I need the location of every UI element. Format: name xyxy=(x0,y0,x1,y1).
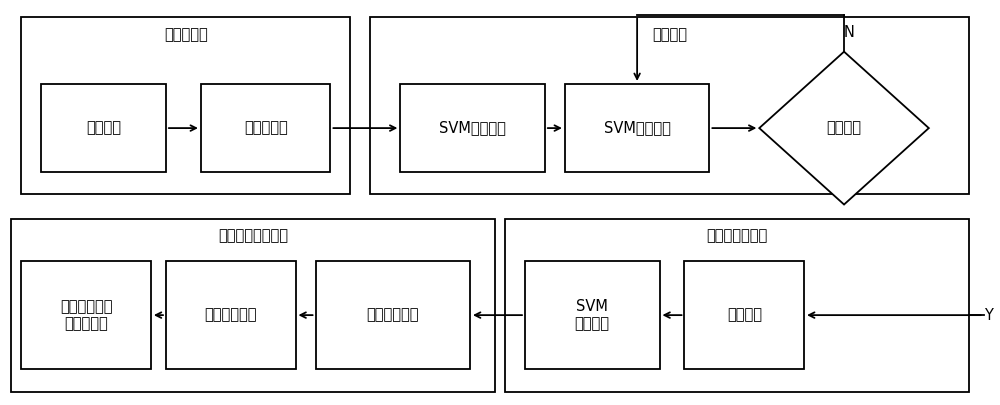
Text: 数据归一化: 数据归一化 xyxy=(244,121,288,136)
FancyBboxPatch shape xyxy=(400,84,545,173)
FancyBboxPatch shape xyxy=(316,261,470,369)
FancyBboxPatch shape xyxy=(505,219,969,392)
FancyBboxPatch shape xyxy=(201,84,330,173)
FancyBboxPatch shape xyxy=(370,17,969,194)
Text: 数据清洗: 数据清洗 xyxy=(86,121,121,136)
Text: SVM模型训练: SVM模型训练 xyxy=(604,121,671,136)
Text: 支持向量机分类: 支持向量机分类 xyxy=(706,229,767,244)
FancyBboxPatch shape xyxy=(684,261,804,369)
Text: SVM参数优化: SVM参数优化 xyxy=(439,121,506,136)
FancyBboxPatch shape xyxy=(525,261,660,369)
FancyBboxPatch shape xyxy=(41,84,166,173)
Text: N: N xyxy=(844,25,854,40)
Text: 支持向量机模
拟交会图版: 支持向量机模 拟交会图版 xyxy=(60,299,112,331)
FancyBboxPatch shape xyxy=(565,84,709,173)
Polygon shape xyxy=(759,52,929,205)
FancyBboxPatch shape xyxy=(11,219,495,392)
Text: 测试数据: 测试数据 xyxy=(727,308,762,323)
Text: 欧氏距离测算: 欧氏距离测算 xyxy=(205,308,257,323)
FancyBboxPatch shape xyxy=(21,261,151,369)
Text: SVM
分类预测: SVM 分类预测 xyxy=(575,299,610,331)
Text: 分类代码投影: 分类代码投影 xyxy=(367,308,419,323)
Text: 训练结束: 训练结束 xyxy=(827,121,862,136)
Text: 数据预处理: 数据预处理 xyxy=(164,28,208,43)
FancyBboxPatch shape xyxy=(166,261,296,369)
Text: Y: Y xyxy=(984,308,993,323)
Text: 模拟交会图的制作: 模拟交会图的制作 xyxy=(218,229,288,244)
Text: 模型训练: 模型训练 xyxy=(652,28,687,43)
FancyBboxPatch shape xyxy=(21,17,350,194)
